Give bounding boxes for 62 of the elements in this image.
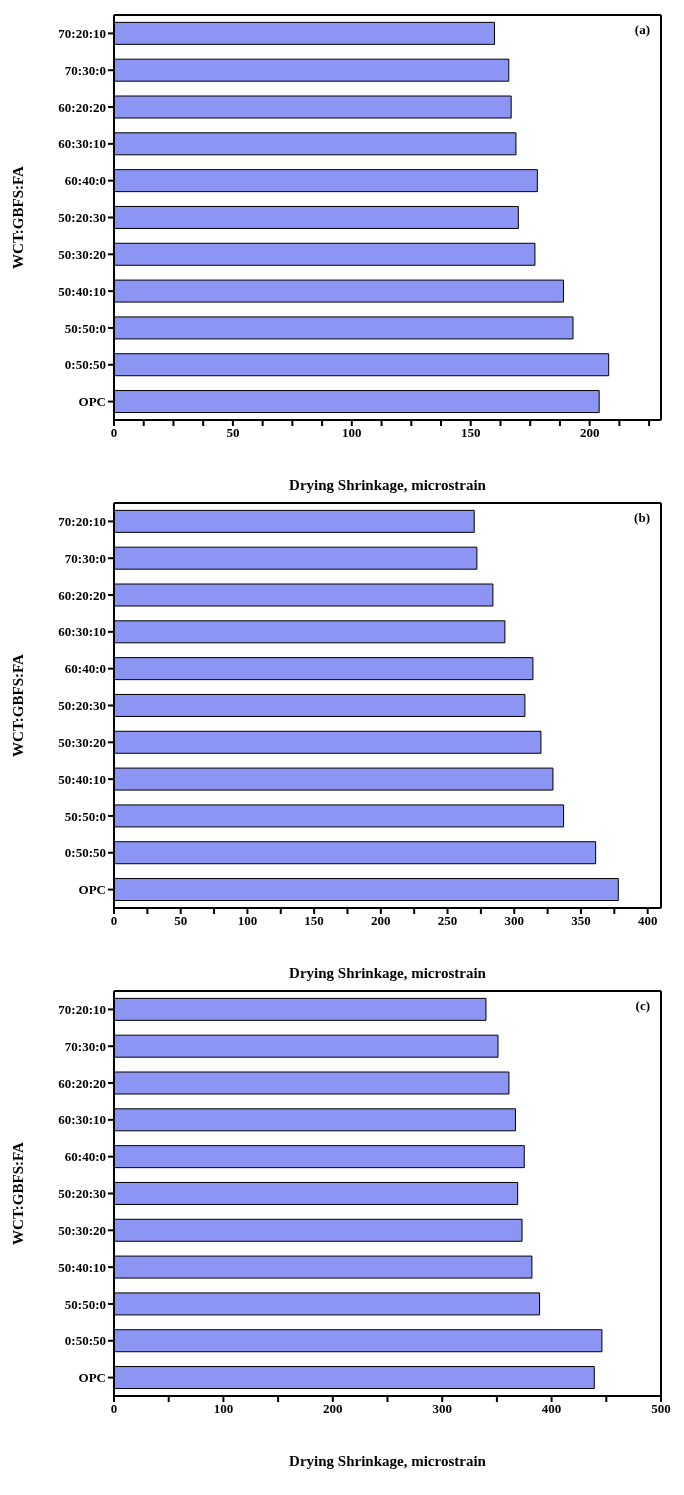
x-tick-label: 150 [460, 425, 481, 441]
y-tick-label: 50:40:10 [58, 283, 106, 299]
x-axis-title: Drying Shrinkage, microstrain [289, 477, 487, 493]
x-axis-title: Drying Shrinkage, microstrain [289, 1453, 487, 1469]
y-tick-label: 70:30:0 [64, 550, 106, 566]
y-tick-label: 60:20:20 [58, 1075, 106, 1091]
x-tick-label: 200 [579, 425, 600, 441]
y-tick-label: 60:20:20 [58, 587, 106, 603]
annotation: (c) [635, 998, 650, 1014]
y-tick-label: 60:20:20 [58, 99, 106, 115]
y-tick-label: OPC [78, 394, 106, 410]
y-tick-label: 50:20:30 [58, 698, 106, 714]
x-tick-label: 100 [213, 1401, 234, 1417]
x-axis-title: Drying Shrinkage, microstrain [289, 965, 487, 981]
x-tick-label: 50 [226, 425, 240, 441]
y-tick-label: 60:30:10 [58, 1112, 106, 1128]
annotation: (a) [634, 22, 650, 38]
y-tick-label: 50:30:20 [58, 734, 106, 750]
x-tick-label: 0 [110, 425, 118, 441]
y-tick-label: 70:30:0 [64, 62, 106, 78]
x-tick-label: 400 [637, 913, 658, 929]
x-tick-label: 100 [342, 425, 362, 441]
x-tick-label: 400 [541, 1401, 562, 1417]
x-tick-label: 100 [237, 913, 258, 929]
x-tick-label: 350 [571, 913, 591, 929]
x-tick-label: 300 [432, 1401, 452, 1417]
x-tick-label: 200 [371, 913, 391, 929]
y-tick-label: 50:30:20 [58, 1222, 106, 1238]
y-tick-label: 50:30:20 [58, 246, 106, 262]
x-tick-label: 0 [110, 913, 118, 929]
x-tick-label: 300 [504, 913, 524, 929]
y-tick-label: 70:20:10 [58, 514, 106, 530]
x-tick-label: 200 [323, 1401, 343, 1417]
y-tick-label: 50:50:0 [64, 320, 106, 336]
y-tick-label: 60:30:10 [58, 624, 106, 640]
y-axis-title: WCT:GBFS:FA [10, 165, 27, 269]
y-tick-label: 50:50:0 [64, 1296, 106, 1312]
y-tick-label: 60:30:10 [58, 136, 106, 152]
y-tick-label: 70:20:10 [58, 1002, 106, 1018]
y-tick-label: 60:40:0 [64, 1149, 106, 1165]
y-tick-label: 50:40:10 [58, 771, 106, 787]
x-tick-label: 150 [304, 913, 324, 929]
annotation: (b) [634, 510, 650, 526]
y-tick-label: 70:30:0 [64, 1038, 106, 1054]
y-tick-label: 0:50:50 [64, 357, 106, 373]
y-tick-label: 60:40:0 [64, 173, 106, 189]
x-tick-label: 50 [174, 913, 188, 929]
y-tick-label: OPC [78, 882, 106, 898]
y-tick-label: 50:40:10 [58, 1259, 106, 1275]
y-tick-label: 0:50:50 [64, 845, 106, 861]
x-tick-label: 500 [651, 1401, 671, 1417]
y-tick-label: 60:40:0 [64, 661, 106, 677]
y-axis-title: WCT:GBFS:FA [10, 1141, 27, 1245]
y-tick-label: 70:20:10 [58, 26, 106, 42]
y-tick-label: 50:50:0 [64, 808, 106, 824]
y-tick-label: OPC [78, 1370, 106, 1386]
x-tick-label: 0 [110, 1401, 118, 1417]
y-tick-label: 0:50:50 [64, 1333, 106, 1349]
y-tick-label: 50:20:30 [58, 1186, 106, 1202]
x-tick-label: 250 [437, 913, 458, 929]
y-tick-label: 50:20:30 [58, 210, 106, 226]
y-axis-title: WCT:GBFS:FA [10, 653, 27, 757]
